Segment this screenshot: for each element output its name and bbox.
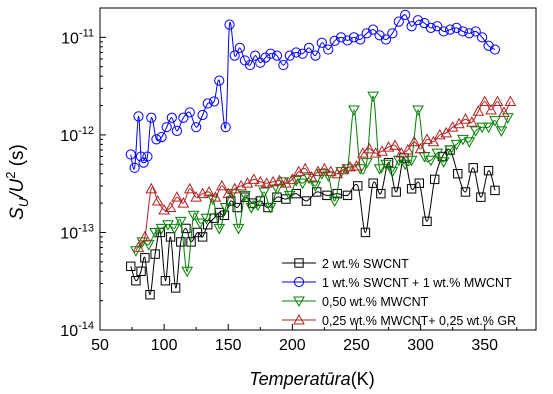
x-tick-label: 50 bbox=[91, 337, 109, 354]
y-tick-label: 10-13 bbox=[60, 222, 94, 242]
x-tick-label: 150 bbox=[215, 337, 242, 354]
y-tick-base: 10 bbox=[60, 128, 78, 145]
legend: 2 wt.% SWCNT 1 wt.% SWCNT + 1 wt.% MWCNT 0… bbox=[282, 257, 516, 328]
data-point bbox=[349, 106, 359, 115]
x-tick-label: 350 bbox=[471, 337, 498, 354]
y-axis-label-unit: (s) bbox=[7, 144, 28, 171]
legend-entry: 0,25 wt.% MWCNT+ 0,25 wt.% GR bbox=[282, 314, 516, 328]
y-axis-label: SU/U2 (s) bbox=[3, 144, 31, 220]
legend-label: 0,25 wt.% MWCNT+ 0,25 wt.% GR bbox=[322, 314, 516, 328]
series-line bbox=[131, 15, 495, 169]
y-tick-label: 10-11 bbox=[61, 27, 94, 47]
y-axis-label-sup: 2 bbox=[3, 172, 18, 179]
data-point bbox=[172, 192, 182, 201]
legend-entry: 0,50 wt.% MWCNT bbox=[282, 295, 429, 309]
y-axis-label-mid: /U bbox=[7, 179, 28, 200]
y-tick-base: 10 bbox=[61, 30, 79, 47]
x-axis-label-text: Temperatūra bbox=[249, 369, 350, 389]
data-point bbox=[169, 224, 179, 233]
legend-entry: 2 wt.% SWCNT bbox=[282, 257, 409, 271]
x-axis-label-unit: (K) bbox=[351, 369, 375, 389]
data-point bbox=[233, 224, 243, 233]
x-tick-label: 200 bbox=[279, 337, 306, 354]
y-tick-base: 10 bbox=[60, 323, 78, 340]
x-axis-label: Temperatūra(K) bbox=[249, 369, 374, 389]
data-point bbox=[126, 150, 135, 159]
axis-labels: Temperatūra(K) SU/U2 (s) bbox=[3, 144, 375, 389]
legend-label: 2 wt.% SWCNT bbox=[322, 257, 409, 271]
data-point bbox=[310, 182, 320, 191]
series-3 bbox=[131, 92, 513, 276]
legend-label: 1 wt.% SWCNT + 1 wt.% MWCNT bbox=[322, 276, 512, 290]
y-tick-exponent: -12 bbox=[78, 125, 94, 137]
y-tick-exponent: -14 bbox=[78, 320, 94, 332]
x-tick-label: 250 bbox=[343, 337, 370, 354]
y-tick-exponent: -13 bbox=[78, 222, 94, 234]
y-tick-exponent: -11 bbox=[79, 27, 94, 39]
legend-entry: 1 wt.% SWCNT + 1 wt.% MWCNT bbox=[282, 276, 512, 290]
series-2 bbox=[126, 10, 499, 172]
data-point bbox=[505, 97, 515, 106]
series-layer bbox=[126, 10, 515, 299]
data-point bbox=[426, 156, 436, 165]
y-axis-label-main: S bbox=[7, 207, 28, 220]
x-tick-label: 300 bbox=[407, 337, 434, 354]
data-point bbox=[127, 262, 135, 270]
legend-label: 0,50 wt.% MWCNT bbox=[322, 295, 429, 309]
x-tick-label: 100 bbox=[151, 337, 178, 354]
y-tick-label: 10-12 bbox=[60, 125, 94, 145]
y-tick-base: 10 bbox=[60, 225, 78, 242]
y-tick-label: 10-14 bbox=[60, 320, 94, 340]
